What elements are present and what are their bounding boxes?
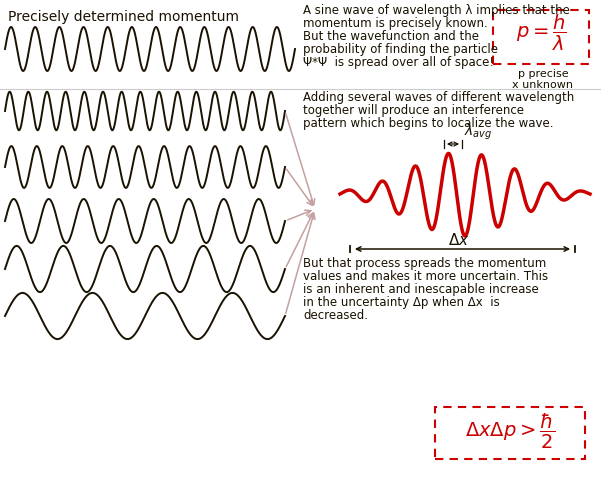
Text: values and makes it more uncertain. This: values and makes it more uncertain. This: [303, 270, 548, 283]
Text: $\Delta x \Delta p > \dfrac{\hbar}{2}$: $\Delta x \Delta p > \dfrac{\hbar}{2}$: [465, 411, 555, 451]
Text: in the uncertainty Δp when Δx  is: in the uncertainty Δp when Δx is: [303, 296, 500, 309]
Text: momentum is precisely known.: momentum is precisely known.: [303, 17, 488, 30]
Text: Adding several waves of different wavelength: Adding several waves of different wavele…: [303, 91, 574, 104]
Text: $\Delta x$: $\Delta x$: [448, 232, 469, 248]
Text: Precisely determined momentum: Precisely determined momentum: [8, 10, 239, 24]
Text: $p = \dfrac{h}{\lambda}$: $p = \dfrac{h}{\lambda}$: [516, 13, 566, 53]
Text: p precise: p precise: [517, 69, 569, 79]
Text: $\lambda_{avg}$: $\lambda_{avg}$: [464, 123, 492, 142]
Text: A sine wave of wavelength λ implies that the: A sine wave of wavelength λ implies that…: [303, 4, 570, 17]
Text: is an inherent and inescapable increase: is an inherent and inescapable increase: [303, 283, 538, 296]
Text: But that process spreads the momentum: But that process spreads the momentum: [303, 257, 546, 270]
Text: x unknown: x unknown: [513, 80, 573, 90]
Text: together will produce an interference: together will produce an interference: [303, 104, 524, 117]
Text: Ψ*Ψ  is spread over all of space!: Ψ*Ψ is spread over all of space!: [303, 56, 494, 69]
Text: pattern which begins to localize the wave.: pattern which begins to localize the wav…: [303, 117, 554, 130]
Text: But the wavefunction and the: But the wavefunction and the: [303, 30, 479, 43]
Text: probability of finding the particle: probability of finding the particle: [303, 43, 498, 56]
Text: decreased.: decreased.: [303, 309, 368, 322]
